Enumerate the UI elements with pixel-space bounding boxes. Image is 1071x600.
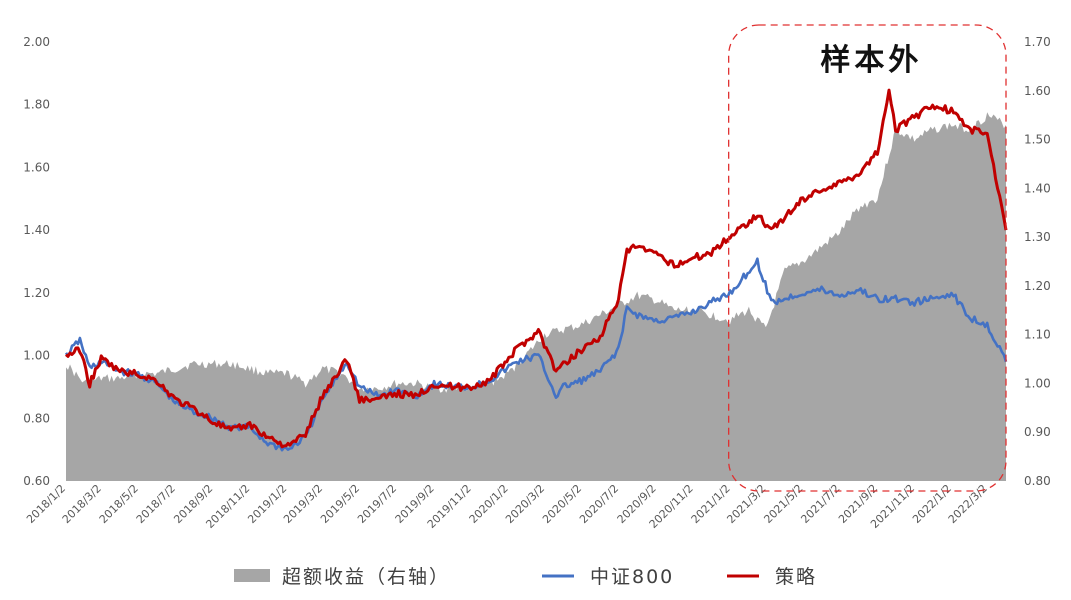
- left-tick-label: 1.60: [23, 160, 50, 174]
- left-tick-label: 0.60: [23, 474, 50, 488]
- left-tick-label: 1.80: [23, 98, 50, 112]
- left-tick-label: 1.20: [23, 286, 50, 300]
- legend-label-strategy: 策略: [775, 566, 817, 588]
- line-layer: [64, 88, 1008, 452]
- legend: 超额收益（右轴） 中证800 策略: [234, 566, 817, 588]
- x-tick-label: 2021/3/2: [724, 482, 768, 526]
- right-tick-label: 1.60: [1024, 84, 1051, 98]
- left-tick-label: 1.40: [23, 223, 50, 237]
- legend-label-excess-return: 超额收益（右轴）: [282, 566, 450, 588]
- series-line-strategy: [64, 88, 1008, 449]
- legend-label-csi800: 中证800: [590, 566, 674, 588]
- left-tick-label: 1.00: [23, 349, 50, 363]
- right-tick-label: 1.70: [1024, 35, 1051, 49]
- right-tick-label: 1.10: [1024, 328, 1051, 342]
- x-axis: 2018/1/22018/3/22018/5/22018/7/22018/9/2…: [24, 482, 990, 531]
- series-area-excess-return: [66, 112, 1006, 482]
- right-axis: 0.80 0.90 1.00 1.10 1.20 1.30 1.40 1.50 1.60 1.70: [1024, 35, 1051, 488]
- x-tick-label: 2018/7/2: [134, 482, 178, 526]
- x-tick-label: 2019/3/2: [281, 482, 325, 526]
- right-tick-label: 1.20: [1024, 279, 1051, 293]
- x-tick-label: 2020/7/2: [577, 482, 621, 526]
- x-tick-label: 2019/7/2: [355, 482, 399, 526]
- right-tick-label: 1.00: [1024, 376, 1051, 390]
- x-tick-label: 2021/7/2: [798, 482, 842, 526]
- area-layer: [66, 112, 1006, 482]
- x-tick-label: 2018/3/2: [60, 482, 104, 526]
- x-tick-label: 2018/5/2: [97, 482, 141, 526]
- out-of-sample-label: 样本外: [820, 43, 922, 78]
- x-tick-label: 2022/3/2: [946, 482, 990, 526]
- out-of-sample-box: [728, 24, 1007, 492]
- x-tick-label: 2020/3/2: [503, 482, 547, 526]
- x-tick-label: 2021/5/2: [761, 482, 805, 526]
- x-tick-label: 2020/1/2: [467, 482, 511, 526]
- right-tick-label: 1.50: [1024, 133, 1051, 147]
- x-tick-label: 2020/5/2: [540, 482, 584, 526]
- x-tick-label: 2019/5/2: [318, 482, 362, 526]
- right-tick-label: 1.40: [1024, 181, 1051, 195]
- out-of-sample-annotation: 样本外: [728, 24, 1007, 492]
- right-tick-label: 0.90: [1024, 425, 1051, 439]
- series-line-csi800: [64, 257, 1008, 452]
- legend-swatch-excess-return: [234, 569, 270, 582]
- left-axis: 0.60 0.80 1.00 1.20 1.40 1.60 1.80 2.00: [23, 35, 50, 488]
- left-tick-label: 2.00: [23, 35, 50, 49]
- right-tick-label: 0.80: [1024, 474, 1051, 488]
- left-tick-label: 0.80: [23, 411, 50, 425]
- right-tick-label: 1.30: [1024, 230, 1051, 244]
